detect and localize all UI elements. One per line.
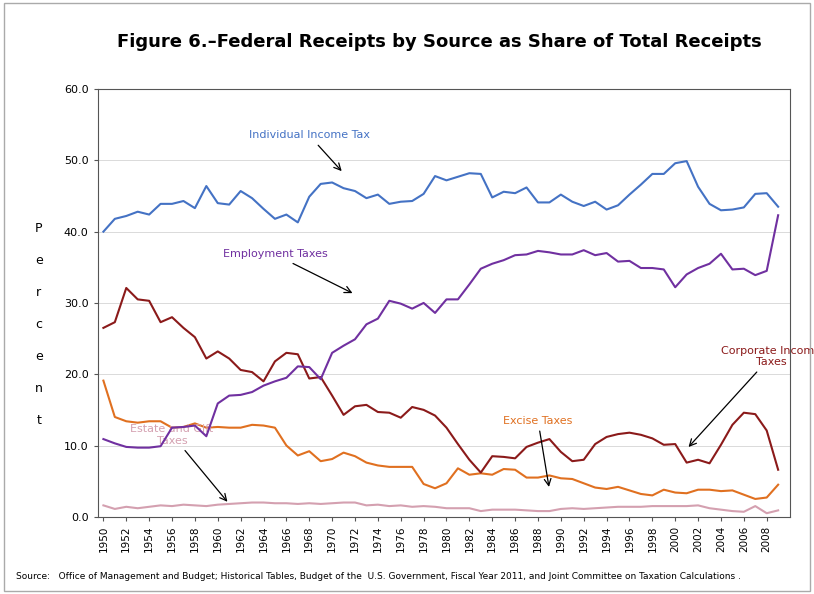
Text: e: e <box>35 254 43 267</box>
Text: Source:   Office of Management and Budget; Historical Tables, Budget of the  U.S: Source: Office of Management and Budget;… <box>16 572 742 581</box>
Text: Figure 6.–Federal Receipts by Source as Share of Total Receipts: Figure 6.–Federal Receipts by Source as … <box>117 33 762 50</box>
Text: Corporate Income
Taxes: Corporate Income Taxes <box>689 346 814 446</box>
Text: c: c <box>35 318 42 331</box>
Text: Individual Income Tax: Individual Income Tax <box>249 131 370 170</box>
Text: t: t <box>37 414 42 427</box>
Text: Estate and Gift
Taxes: Estate and Gift Taxes <box>130 424 226 501</box>
Text: n: n <box>35 382 43 395</box>
Text: P: P <box>35 222 42 235</box>
Text: Employment Taxes: Employment Taxes <box>222 249 352 292</box>
Text: r: r <box>37 286 42 299</box>
Text: e: e <box>35 350 43 363</box>
Text: Excise Taxes: Excise Taxes <box>503 416 573 485</box>
